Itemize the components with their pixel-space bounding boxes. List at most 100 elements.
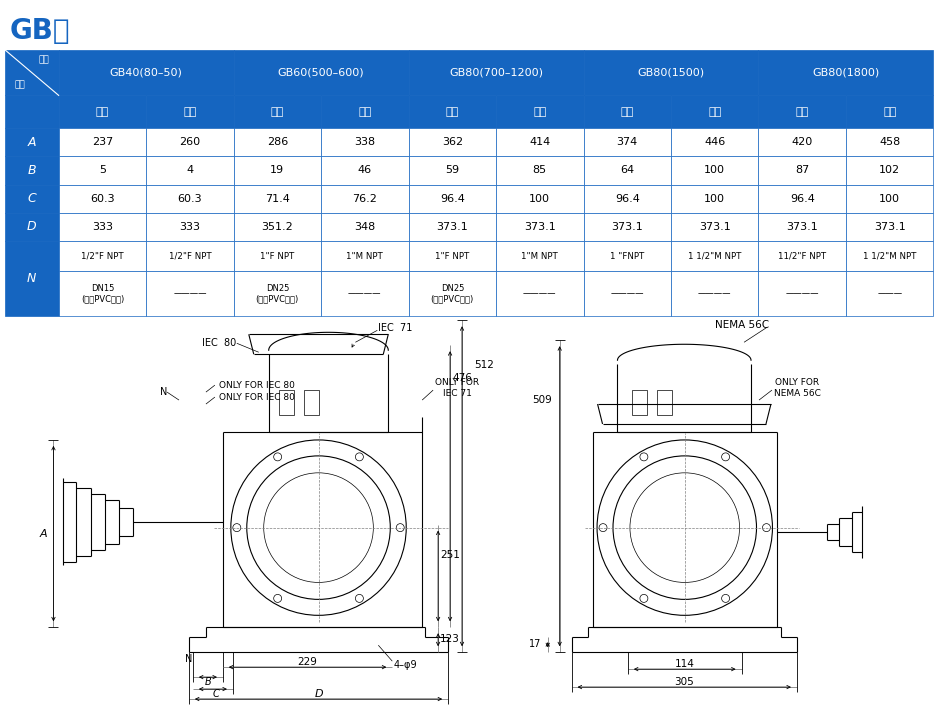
Text: 100: 100 [529, 194, 550, 203]
Text: 100: 100 [879, 194, 901, 203]
Text: 塑料: 塑料 [620, 107, 634, 117]
Text: 85: 85 [533, 165, 547, 175]
Text: 金属: 金属 [883, 107, 897, 117]
Bar [496, 213, 584, 241]
Bar [146, 241, 234, 271]
Text: D: D [314, 689, 322, 699]
Text: 金属: 金属 [358, 107, 371, 117]
Text: IEC  71: IEC 71 [378, 323, 413, 333]
Text: ————: ———— [348, 289, 382, 298]
Bar [234, 213, 321, 241]
Bar [759, 50, 933, 96]
Bar [146, 213, 234, 241]
Bar [759, 213, 846, 241]
Text: 1/2"F NPT: 1/2"F NPT [168, 252, 212, 260]
Bar [5, 213, 58, 241]
Text: ———: ——— [877, 289, 902, 298]
Text: 60.3: 60.3 [178, 194, 202, 203]
Text: 286: 286 [267, 137, 288, 147]
Text: 458: 458 [879, 137, 901, 147]
Text: 114: 114 [675, 659, 695, 669]
Bar [321, 213, 409, 241]
Bar [58, 50, 234, 96]
Text: 5: 5 [99, 165, 106, 175]
Bar [846, 271, 933, 316]
Text: NEMA 56C: NEMA 56C [714, 320, 769, 330]
Text: D: D [27, 220, 37, 233]
Bar [234, 156, 321, 184]
Text: 96.4: 96.4 [615, 194, 640, 203]
Text: 373.1: 373.1 [611, 222, 643, 232]
Text: ONLY FOR IEC 80: ONLY FOR IEC 80 [219, 393, 295, 401]
Text: C: C [27, 192, 36, 205]
Text: 1"M NPT: 1"M NPT [347, 252, 384, 260]
Bar [846, 128, 933, 156]
Bar [584, 184, 671, 213]
Bar [496, 128, 584, 156]
Text: GB80(1500): GB80(1500) [637, 67, 705, 77]
Bar [496, 96, 584, 128]
Bar [846, 184, 933, 213]
Bar [633, 390, 648, 415]
Bar [234, 241, 321, 271]
Bar [584, 271, 671, 316]
Text: B: B [205, 677, 212, 687]
Bar [409, 241, 496, 271]
Text: ONLY FOR IEC 80: ONLY FOR IEC 80 [219, 381, 295, 390]
Bar [321, 96, 409, 128]
Bar [671, 156, 759, 184]
Text: C: C [212, 689, 219, 699]
Text: GB40(80–50): GB40(80–50) [110, 67, 182, 77]
Text: 373.1: 373.1 [524, 222, 556, 232]
Text: B: B [27, 164, 36, 177]
Bar [846, 241, 933, 271]
Text: 金属: 金属 [708, 107, 721, 117]
Text: 373.1: 373.1 [874, 222, 905, 232]
Bar [321, 271, 409, 316]
Bar [234, 128, 321, 156]
Bar [5, 156, 58, 184]
Bar [58, 156, 146, 184]
Text: 4–φ9: 4–φ9 [393, 660, 417, 670]
Text: ————: ———— [173, 289, 207, 298]
Bar [321, 156, 409, 184]
Bar [5, 128, 58, 156]
Bar [304, 390, 319, 415]
Bar [759, 271, 846, 316]
Text: 46: 46 [358, 165, 372, 175]
Text: IEC  80: IEC 80 [201, 338, 236, 348]
Bar [496, 156, 584, 184]
Bar [671, 271, 759, 316]
Bar [759, 241, 846, 271]
Bar [846, 213, 933, 241]
Text: DN25
(仅用PVC泵头): DN25 (仅用PVC泵头) [431, 284, 474, 303]
Text: 1"F NPT: 1"F NPT [260, 252, 294, 260]
Text: 373.1: 373.1 [787, 222, 818, 232]
Text: 348: 348 [354, 222, 375, 232]
Bar [234, 271, 321, 316]
Bar [58, 96, 146, 128]
Bar [496, 241, 584, 271]
Bar [409, 184, 496, 213]
Text: GB80(1800): GB80(1800) [812, 67, 880, 77]
Bar [584, 241, 671, 271]
Text: A: A [27, 135, 36, 149]
Text: 229: 229 [298, 657, 318, 667]
Text: 123: 123 [440, 635, 460, 644]
Text: ONLY FOR
IEC 71: ONLY FOR IEC 71 [435, 379, 479, 398]
Bar [146, 156, 234, 184]
Bar [5, 184, 58, 213]
Bar [58, 213, 146, 241]
Text: GB60(500–600): GB60(500–600) [278, 67, 365, 77]
Bar [278, 390, 293, 415]
Text: GB80(700–1200): GB80(700–1200) [449, 67, 543, 77]
Text: ————: ———— [523, 289, 556, 298]
Bar [584, 156, 671, 184]
Bar [234, 50, 409, 96]
Bar [409, 271, 496, 316]
Text: 351.2: 351.2 [261, 222, 293, 232]
Text: 19: 19 [271, 165, 285, 175]
Bar [58, 271, 146, 316]
Text: 305: 305 [674, 677, 694, 687]
Text: 87: 87 [795, 165, 809, 175]
